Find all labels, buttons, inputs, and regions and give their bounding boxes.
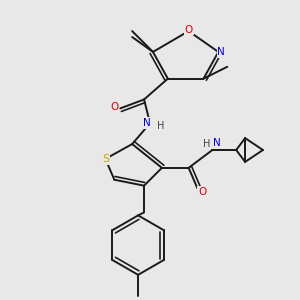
Text: N: N xyxy=(218,47,225,57)
Text: H: H xyxy=(157,121,164,130)
Text: N: N xyxy=(143,118,151,128)
Text: O: O xyxy=(110,102,118,112)
Text: O: O xyxy=(198,187,206,196)
Text: H: H xyxy=(203,139,210,149)
Text: O: O xyxy=(184,25,193,34)
Text: N: N xyxy=(213,138,221,148)
Text: S: S xyxy=(102,154,109,164)
